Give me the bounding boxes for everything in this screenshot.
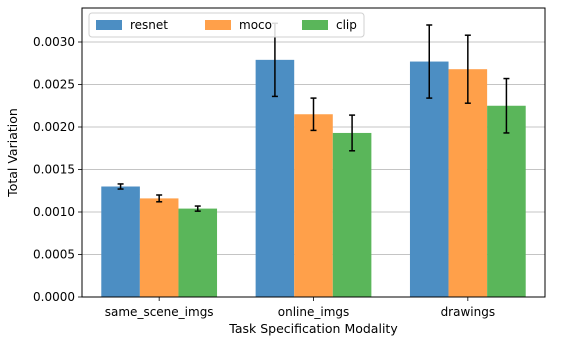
y-tick-label: 0.0030 [33, 35, 75, 49]
bar-clip-drawings [487, 105, 526, 297]
y-axis-label: Total Variation [5, 108, 20, 198]
bar-moco-online_imgs [294, 114, 333, 297]
legend-label-moco: moco [239, 18, 272, 32]
x-axis-ticks: same_scene_imgs online_imgs drawings [105, 297, 495, 319]
error-bars [117, 22, 510, 212]
x-tick-label: same_scene_imgs [105, 305, 214, 319]
y-tick-label: 0.0010 [33, 205, 75, 219]
x-axis-label: Task Specification Modality [228, 321, 398, 336]
bar-clip-same_scene_imgs [178, 208, 218, 297]
x-tick-label: online_imgs [278, 305, 350, 319]
legend-swatch-clip [302, 20, 328, 30]
y-tick-label: 0.0015 [33, 163, 75, 177]
bar-resnet-drawings [409, 61, 449, 297]
y-tick-label: 0.0020 [33, 120, 75, 134]
legend-swatch-resnet [96, 20, 122, 30]
legend-label-resnet: resnet [130, 18, 168, 32]
legend: resnet moco clip [88, 12, 365, 38]
bar-resnet-same_scene_imgs [101, 186, 140, 297]
bars [101, 59, 526, 297]
y-tick-label: 0.0000 [33, 290, 75, 304]
legend-label-clip: clip [336, 18, 357, 32]
legend-swatch-moco [205, 20, 231, 30]
y-axis-ticks: 0.0000 0.0005 0.0010 0.0015 0.0020 0.0025 0.00… [33, 35, 82, 304]
bar-moco-same_scene_imgs [139, 198, 179, 297]
bar-moco-drawings [448, 69, 488, 297]
bar-resnet-online_imgs [255, 59, 295, 297]
y-tick-label: 0.0005 [33, 248, 75, 262]
y-tick-label: 0.0025 [33, 78, 75, 92]
bar-clip-online_imgs [332, 132, 372, 297]
x-tick-label: drawings [441, 305, 496, 319]
